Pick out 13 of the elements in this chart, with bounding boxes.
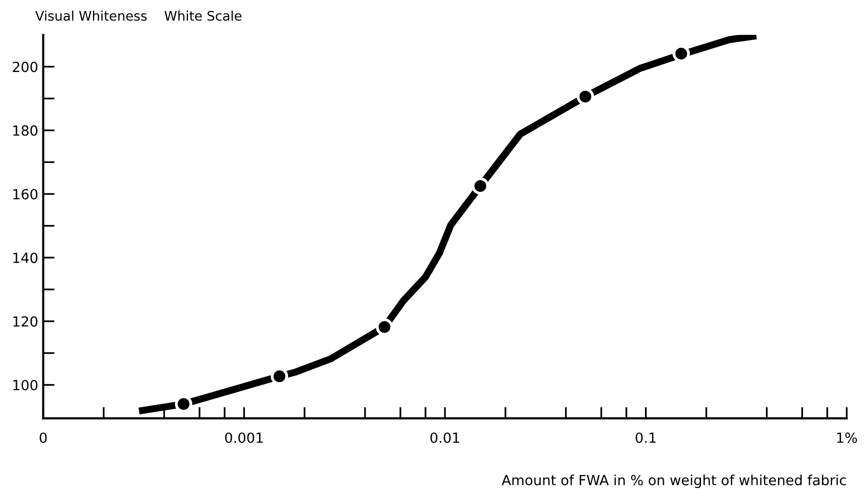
x-tick-label: 0.01 <box>430 432 460 443</box>
y-tick-label: 160 <box>13 188 38 200</box>
y-tick-label: 120 <box>13 316 38 327</box>
x-axis-title: Amount of FWA in % on weight of whitened fabric <box>502 474 846 488</box>
y-axis-title: Visual Whiteness White Scale <box>35 10 242 21</box>
x-tick-label: 1% <box>837 432 857 443</box>
x-tick-label: 0 <box>40 432 47 443</box>
y-tick-label: 180 <box>13 125 38 136</box>
y-tick-label: 100 <box>13 380 38 390</box>
x-tick-label: 0.1 <box>636 432 656 443</box>
y-tick-label: 140 <box>13 252 38 264</box>
x-tick-label: 0.001 <box>225 432 263 443</box>
y-tick-label: 200 <box>12 62 38 72</box>
